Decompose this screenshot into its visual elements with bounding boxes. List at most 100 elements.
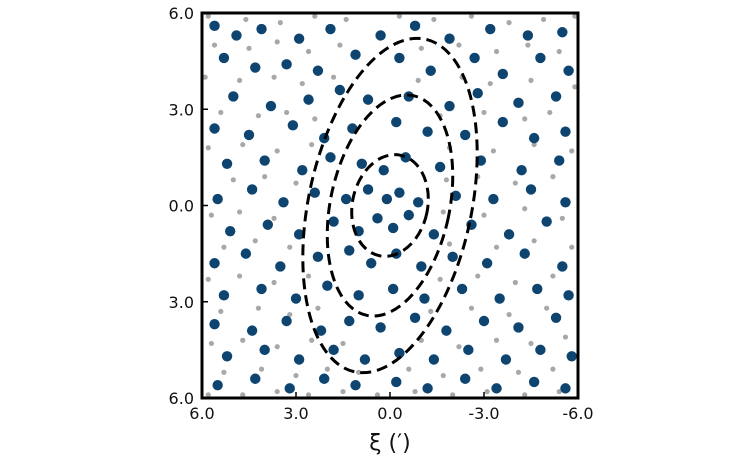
data-point-small — [556, 48, 562, 55]
data-point-small — [305, 392, 312, 398]
data-point-large — [422, 126, 433, 137]
data-point-small — [525, 42, 531, 48]
data-point-small — [506, 311, 512, 318]
data-point-small — [515, 369, 522, 375]
data-point-small — [255, 113, 261, 119]
data-point-large — [428, 354, 440, 365]
data-point-small — [506, 20, 512, 26]
data-point-large — [434, 161, 446, 173]
data-point-large — [256, 23, 267, 35]
data-point-large — [485, 23, 496, 35]
data-point-large — [218, 290, 230, 301]
data-point-small — [287, 244, 293, 250]
data-point-large — [409, 312, 421, 323]
data-point-large — [293, 354, 305, 365]
data-point-small — [271, 74, 277, 80]
y-tick-label: 3.0 — [169, 100, 194, 119]
data-point-large — [557, 27, 568, 38]
data-point-large — [344, 245, 355, 256]
contour-lines — [301, 36, 479, 375]
data-point-small — [309, 141, 315, 148]
data-point-small — [547, 109, 553, 116]
data-point-small — [246, 45, 252, 51]
data-point-large — [209, 319, 220, 330]
data-point-large — [394, 347, 405, 359]
data-point-small — [446, 241, 453, 247]
data-point-small — [274, 148, 280, 154]
data-point-large — [535, 344, 546, 356]
data-point-small — [208, 212, 214, 218]
data-point-large — [494, 293, 505, 304]
data-point-large — [297, 165, 308, 176]
data-point-large — [460, 129, 471, 141]
data-point-small — [396, 13, 402, 19]
data-point-small — [493, 337, 500, 343]
data-point-large — [356, 158, 367, 169]
data-point-large — [563, 290, 574, 301]
data-point-large — [550, 91, 562, 102]
data-point-large — [554, 155, 565, 166]
data-point-small — [331, 74, 337, 80]
data-point-small — [522, 392, 528, 398]
data-point-large — [444, 33, 455, 44]
data-point-small — [572, 84, 578, 90]
data-point-large — [447, 251, 458, 263]
data-point-large — [472, 88, 483, 99]
data-point-small — [240, 392, 246, 398]
data-point-large — [212, 379, 223, 391]
data-point-large — [309, 187, 320, 198]
data-point-large — [519, 248, 530, 259]
data-point-small — [490, 148, 496, 154]
contour-ellipse — [325, 93, 455, 318]
data-point-large — [281, 59, 292, 70]
data-point-small — [309, 337, 315, 343]
data-point-small — [512, 279, 518, 286]
data-point-large — [231, 30, 242, 41]
data-point-small — [493, 244, 500, 250]
data-point-large — [334, 84, 346, 96]
data-point-small — [287, 311, 293, 318]
data-point-large — [281, 315, 292, 327]
data-point-large — [225, 225, 236, 237]
data-point-large — [441, 325, 452, 336]
data-point-large — [293, 33, 305, 44]
data-point-small — [512, 180, 518, 186]
axis-ticks: 6.0 3.0 0.0 -3.0 -6.0 6.0 3.0 0.0 3.0 6.0 — [169, 4, 594, 423]
data-point-small — [274, 344, 280, 350]
data-point-small — [475, 273, 481, 279]
data-point-large — [444, 100, 455, 112]
data-point-large — [262, 219, 273, 230]
data-point-small — [450, 392, 456, 398]
data-point-large — [387, 283, 399, 295]
data-point-large — [340, 193, 352, 205]
data-point-large — [284, 383, 295, 394]
data-point-large — [221, 158, 233, 169]
data-point-large — [528, 132, 540, 144]
data-point-small — [312, 13, 318, 19]
data-point-small — [406, 366, 412, 372]
data-point-large — [488, 193, 499, 205]
data-point-large — [481, 258, 493, 269]
data-point-large — [460, 373, 471, 384]
data-point-large — [560, 383, 571, 394]
data-point-large — [328, 216, 339, 227]
data-point-large — [557, 261, 568, 272]
data-point-large — [560, 197, 571, 208]
data-point-large — [566, 351, 577, 362]
data-point-large — [560, 126, 571, 137]
data-point-small — [340, 340, 346, 347]
data-point-small — [484, 388, 490, 395]
plot-background — [202, 13, 578, 398]
data-point-small — [468, 305, 475, 311]
data-point-large — [240, 248, 252, 259]
data-point-large — [391, 116, 402, 128]
y-tick-label: 0.0 — [169, 197, 194, 216]
data-point-small — [305, 48, 312, 55]
data-point-small — [208, 340, 214, 347]
data-point-small — [528, 340, 534, 347]
data-point-large — [209, 20, 220, 32]
data-point-large — [513, 322, 524, 333]
data-point-large — [413, 197, 424, 208]
